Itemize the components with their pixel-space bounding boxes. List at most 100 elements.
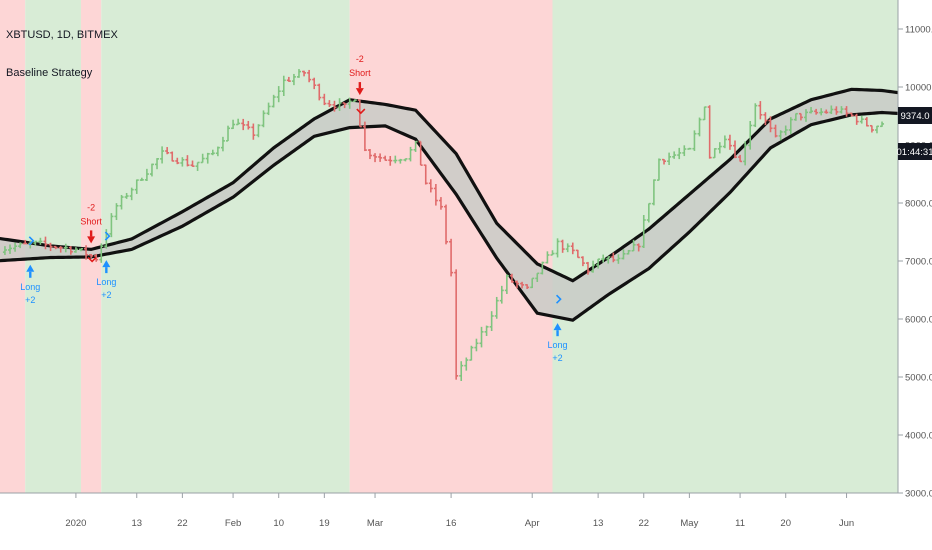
ohlc-bar [307, 69, 312, 83]
long-arrow-stem [29, 271, 32, 278]
ohlc-bar [251, 123, 256, 140]
x-tick-label: 11 [735, 518, 745, 529]
ohlc-bar [636, 243, 641, 252]
signal-long: Long +2 [20, 236, 40, 305]
long-arrow-icon [553, 323, 562, 331]
ohlc-bar [641, 215, 646, 248]
ohlc-bar [403, 158, 408, 162]
x-tick-label: 10 [273, 518, 284, 529]
ohlc-bar [469, 345, 474, 361]
ohlc-bar [261, 110, 266, 128]
signal-qty: +2 [101, 290, 111, 300]
ohlc-bar [814, 108, 819, 115]
price-axis[interactable] [898, 0, 932, 550]
ohlc-bar [38, 237, 43, 245]
time-axis-ticks: 2020 13 22 Feb 10 19 Mar 16 Apr 13 22 May 11 20 Jun [65, 493, 854, 529]
ohlc-bar [677, 147, 682, 160]
x-tick-label: 16 [446, 518, 457, 529]
ohlc-bar [712, 148, 717, 159]
ohlc-bar [819, 108, 824, 116]
ohlc-bar [378, 153, 383, 162]
ohlc-bar [89, 253, 94, 258]
ohlc-bar [99, 243, 104, 263]
ohlc-bar [73, 247, 78, 253]
ohlc-bar [291, 73, 296, 86]
y-tick-label: 7000.0 [905, 257, 932, 268]
ohlc-bar [312, 77, 317, 90]
ohlc-bar [48, 242, 53, 252]
ohlc-bar [727, 134, 732, 150]
ohlc-bar [829, 105, 834, 115]
signal-qty: -2 [356, 54, 364, 64]
ohlc-bar [398, 158, 403, 164]
ohlc-bar [373, 153, 378, 163]
regime-short [80, 0, 102, 493]
regime-background [0, 0, 898, 493]
signal-qty: +2 [25, 295, 35, 305]
symbol-title[interactable]: XBTUSD, 1D, BITMEX [6, 29, 119, 41]
ohlc-bar [296, 69, 301, 78]
ohlc-bar [880, 121, 885, 128]
ohlc-bar [580, 256, 585, 267]
entry-marker-icon [28, 236, 35, 246]
ohlc-bar [149, 163, 154, 177]
ohlc-bar [286, 76, 291, 82]
ohlc-bar [449, 238, 454, 277]
baseline-lower-line [0, 110, 932, 322]
signal-label: Long [20, 282, 40, 292]
ohlc-bar [474, 338, 479, 352]
last-price-tag[interactable]: 9374.0 [898, 107, 932, 124]
x-tick-label: Jun [839, 518, 854, 529]
ohlc-bar [743, 141, 748, 166]
ohlc-bar [494, 296, 499, 319]
ohlc-bar [362, 121, 367, 152]
ohlc-bar [23, 239, 28, 245]
ohlc-bar [195, 161, 200, 171]
ohlc-bar [53, 245, 58, 250]
ohlc-bar [687, 147, 692, 150]
strategy-name[interactable]: Baseline Strategy [6, 67, 93, 79]
ohlc-bar [763, 112, 768, 126]
ohlc-bar [388, 156, 393, 166]
ohlc-bar [606, 256, 611, 264]
x-tick-label: Apr [525, 518, 540, 529]
ohlc-bar [155, 158, 160, 170]
ohlc-bar [733, 140, 738, 159]
ohlc-bar [43, 236, 48, 250]
ohlc-bar [651, 179, 656, 206]
signal-qty: +2 [552, 353, 562, 363]
ohlc-bar [276, 86, 281, 103]
ohlc-bar [809, 107, 814, 114]
ohlc-bar [413, 140, 418, 152]
ohlc-bar [185, 155, 190, 167]
ohlc-bar [84, 245, 89, 260]
time-axis[interactable] [0, 493, 898, 550]
ohlc-bar [464, 357, 469, 371]
signal-short: Short -2 [349, 54, 371, 115]
y-tick-label: 10000.0 [905, 83, 932, 94]
long-arrow-stem [556, 330, 559, 337]
ohlc-bar [408, 146, 413, 162]
baseline-upper-line [0, 87, 932, 283]
exit-marker-icon [87, 256, 97, 263]
ohlc-bar [565, 243, 570, 253]
ohlc-bar [682, 145, 687, 157]
ohlc-bar [33, 240, 38, 246]
ohlc-bar [662, 158, 667, 165]
y-tick-label: 8000.0 [905, 199, 932, 210]
x-tick-label: 19 [319, 518, 330, 529]
ohlc-bar [479, 326, 484, 348]
ohlc-bar [266, 102, 271, 116]
ohlc-bar [631, 239, 636, 252]
bar-countdown-tag[interactable]: 01:44:31 [897, 143, 932, 160]
ohlc-bar [616, 254, 621, 264]
ohlc-bar [585, 261, 590, 275]
ohlc-bar [798, 112, 803, 121]
ohlc-bar [768, 116, 773, 133]
ohlc-bar [144, 168, 149, 181]
long-arrow-icon [102, 260, 111, 268]
baseline-band-fill [0, 89, 932, 321]
ohlc-bar [596, 258, 601, 269]
ohlc-bar [63, 243, 68, 253]
